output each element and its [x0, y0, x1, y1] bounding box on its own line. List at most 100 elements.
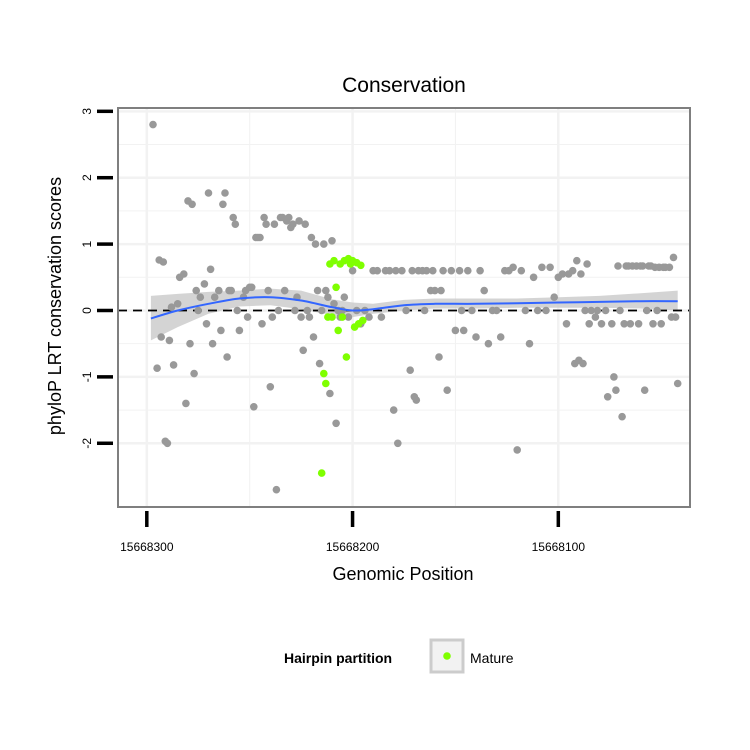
- data-point-score: [328, 237, 336, 245]
- data-point-score: [186, 339, 194, 348]
- data-point-score: [601, 306, 610, 315]
- data-point-score: [529, 273, 538, 282]
- data-point-score: [260, 213, 268, 222]
- data-point-score: [643, 306, 651, 315]
- data-point-score: [620, 320, 628, 328]
- data-point-score: [330, 300, 338, 308]
- data-point-score: [394, 439, 402, 448]
- data-point-score: [272, 485, 281, 494]
- data-point-score: [496, 333, 505, 341]
- plot-panel: [117, 107, 691, 508]
- data-point-score: [521, 306, 530, 315]
- data-point-score: [593, 306, 602, 315]
- data-point-score: [573, 256, 581, 265]
- data-point-mature: [322, 379, 330, 388]
- data-point-score: [223, 353, 231, 361]
- data-point-score: [297, 313, 305, 321]
- data-point-score: [517, 266, 526, 275]
- data-point-score: [538, 263, 546, 272]
- data-point-score: [550, 293, 558, 302]
- data-point-score: [326, 389, 334, 398]
- data-point-score: [332, 419, 340, 428]
- data-point-score: [618, 412, 626, 421]
- data-point-score: [665, 263, 674, 272]
- data-point-score: [266, 383, 275, 391]
- data-point-score: [558, 270, 567, 278]
- data-point-score: [258, 320, 266, 328]
- confidence-ribbon: [150, 288, 678, 341]
- data-point-score: [274, 306, 283, 315]
- data-point-mature: [342, 353, 351, 361]
- data-point-score: [525, 339, 534, 348]
- data-point-score: [202, 320, 211, 328]
- data-point-score: [315, 359, 324, 368]
- data-point-score: [291, 306, 299, 315]
- data-point-score: [229, 213, 237, 222]
- legend-title: Hairpin partition: [284, 650, 392, 666]
- data-point-score: [243, 313, 252, 321]
- data-point-score: [546, 263, 554, 272]
- data-point-score: [182, 399, 190, 408]
- y-axis: -2 -1 0 1 2 3: [80, 108, 113, 449]
- smooth-line: [150, 296, 678, 320]
- data-point-score: [167, 303, 176, 312]
- data-point-score: [190, 369, 198, 378]
- data-point-score: [610, 373, 618, 381]
- data-point-score: [581, 306, 589, 315]
- data-point-score: [200, 280, 209, 288]
- data-point-score: [673, 379, 682, 388]
- data-point-score: [513, 446, 521, 454]
- data-point-score: [227, 286, 235, 295]
- data-point-score: [250, 403, 258, 411]
- data-point-score: [616, 306, 624, 315]
- data-point-score: [231, 220, 240, 228]
- data-point-score: [233, 306, 242, 315]
- smooth-line-layer: [150, 296, 678, 320]
- data-point-score: [307, 233, 316, 242]
- data-point-score: [480, 286, 489, 295]
- data-point-score: [492, 306, 501, 315]
- data-point-score: [431, 286, 439, 295]
- data-point-score: [484, 339, 493, 348]
- data-point-score: [365, 313, 373, 321]
- data-point-score: [289, 220, 297, 228]
- data-point-score: [398, 266, 406, 275]
- data-point-score: [562, 320, 571, 328]
- data-point-score: [219, 200, 227, 209]
- data-point-score: [299, 346, 308, 355]
- data-point-score: [579, 359, 587, 368]
- data-point-score: [638, 262, 647, 270]
- data-point-score: [165, 336, 174, 345]
- data-point-score: [402, 306, 410, 315]
- data-point-score: [309, 333, 318, 341]
- data-point-score: [476, 266, 484, 275]
- data-point-mature: [330, 256, 338, 265]
- y-tick-label: 1: [80, 240, 94, 247]
- data-point-score: [443, 386, 452, 395]
- data-point-score: [389, 406, 398, 414]
- data-point-score: [437, 286, 445, 295]
- data-point-score: [235, 326, 244, 335]
- data-point-mature: [317, 469, 326, 477]
- data-point-mature: [320, 369, 328, 378]
- data-point-mature: [328, 313, 336, 321]
- data-point-score: [459, 326, 468, 335]
- data-point-score: [640, 386, 649, 395]
- data-point-mature: [338, 313, 347, 321]
- data-point-score: [324, 293, 332, 302]
- data-point-score: [429, 266, 437, 275]
- data-point-score: [451, 326, 460, 335]
- data-point-score: [603, 393, 612, 401]
- legend-label-mature: Mature: [470, 650, 514, 666]
- data-point-score: [671, 313, 680, 321]
- data-point-score: [587, 306, 595, 315]
- data-point-score: [344, 313, 353, 321]
- data-point-score: [373, 266, 382, 275]
- data-point-score: [196, 293, 205, 302]
- data-point-score: [568, 266, 577, 275]
- data-point-score: [313, 286, 322, 295]
- x-axis-title: Genomic Position: [332, 564, 473, 584]
- data-point-mature: [332, 283, 340, 292]
- legend: Hairpin partition Mature: [284, 638, 514, 674]
- data-point-score: [322, 286, 330, 295]
